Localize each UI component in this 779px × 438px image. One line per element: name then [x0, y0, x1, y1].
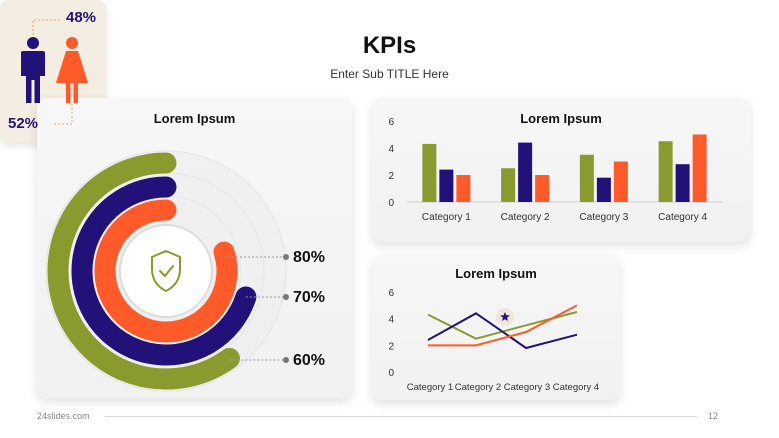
radial-leader-dot-2 — [283, 357, 289, 363]
radial-label-70: 70% — [293, 289, 326, 306]
bar-x-tick-label: Category 1 — [422, 212, 471, 223]
male-icon — [21, 37, 45, 103]
line-series-2 — [428, 304, 578, 347]
male-percentage: 52% — [8, 115, 39, 132]
bar-chart-title: Lorem Ipsum — [520, 111, 602, 126]
bar-3-0 — [658, 141, 673, 202]
star-marker-icon — [500, 312, 510, 321]
line-x-tick-label: Category 3 — [504, 382, 550, 393]
page-subtitle: Enter Sub TITLE Here — [330, 67, 449, 81]
bar-x-tick-label: Category 3 — [579, 212, 628, 223]
bar-0-2 — [456, 175, 471, 202]
bar-0-1 — [439, 169, 454, 202]
bar-2-2 — [613, 161, 628, 202]
bar-y-tick-label: 6 — [388, 117, 394, 128]
bar-y-tick-label: 0 — [388, 198, 394, 209]
bar-0-0 — [422, 143, 437, 202]
radial-center-border — [119, 224, 213, 318]
radial-guide-ring-0 — [45, 150, 287, 392]
radial-center — [120, 225, 212, 317]
radial-arc-0 — [94, 199, 238, 343]
radial-leader-dot-1 — [283, 294, 289, 300]
line-y-tick-label: 6 — [388, 288, 394, 299]
bottom-connector — [52, 104, 73, 125]
bar-2-0 — [579, 154, 594, 202]
footer-divider — [105, 416, 697, 417]
line-x-tick-label: Category 4 — [553, 382, 599, 393]
line-chart-card: Lorem Ipsum 0 2 4 6 Category 1 Category 2 Cate… — [372, 255, 620, 400]
bar-1-2 — [535, 175, 550, 202]
line-chart: 0 2 4 6 Category 1 Category 2 Category 3 Catego… — [388, 288, 599, 393]
bar-3-2 — [692, 134, 707, 202]
line-x-tick-label: Category 2 — [455, 382, 501, 393]
bar-y-tick-label: 4 — [388, 144, 394, 155]
female-percentage: 48% — [66, 9, 97, 26]
line-y-tick-label: 4 — [388, 315, 394, 326]
line-y-tick-label: 2 — [388, 341, 394, 352]
bar-chart: 0 2 4 6 Category 1 Category 2 Category 3 Catego… — [388, 117, 722, 223]
gender-graphic — [21, 19, 88, 125]
bar-1-0 — [501, 168, 516, 202]
radial-label-60: 60% — [293, 352, 326, 369]
bar-x-tick-label: Category 2 — [501, 212, 550, 223]
shield-outline — [151, 249, 181, 293]
female-icon — [56, 37, 88, 103]
footer-brand: 24slides.com — [37, 411, 90, 421]
radial-leader-dot-0 — [283, 254, 289, 260]
line-chart-title: Lorem Ipsum — [455, 266, 537, 281]
shield-check-icon — [151, 249, 181, 293]
bar-1-1 — [518, 142, 533, 202]
radial-label-80: 80% — [293, 249, 326, 266]
bar-3-1 — [675, 164, 690, 202]
page-title: KPIs — [362, 32, 417, 59]
radial-arc-1 — [71, 176, 257, 366]
line-series-1 — [427, 312, 578, 350]
line-x-tick-label: Category 1 — [407, 382, 453, 393]
radial-arc-2 — [47, 152, 240, 390]
bar-2-1 — [596, 177, 611, 202]
check-mark — [159, 265, 174, 278]
bar-x-tick-label: Category 4 — [658, 212, 707, 223]
line-y-tick-label: 0 — [388, 368, 394, 379]
page-number: 12 — [708, 411, 719, 421]
bar-y-tick-label: 2 — [388, 171, 394, 182]
gender-ratio-card: 48% 52% — [0, 0, 106, 143]
bar-chart-card: Lorem Ipsum 0 2 4 6 Category 1 Category 2 Cate… — [372, 98, 750, 242]
radial-chart-title: Lorem Ipsum — [153, 111, 236, 126]
